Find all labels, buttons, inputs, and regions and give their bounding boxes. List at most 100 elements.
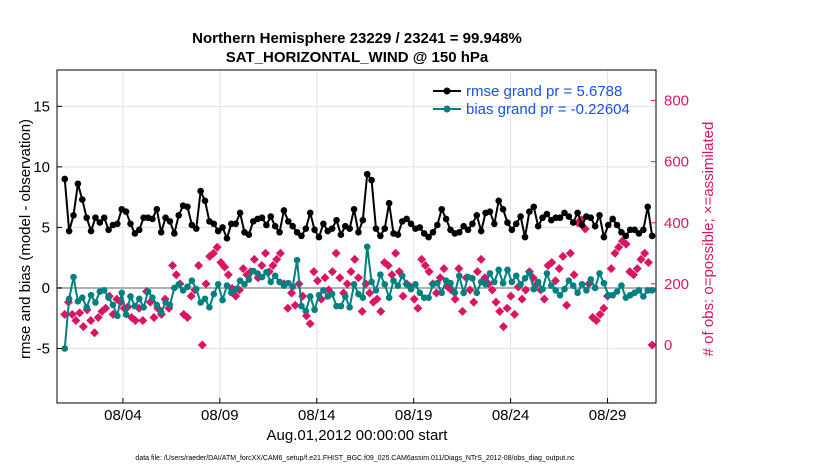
y-right-tick-label: 800 — [664, 93, 689, 110]
rmse-point — [591, 222, 599, 230]
rmse-line — [63, 171, 654, 242]
bias-point — [289, 283, 296, 291]
legend-rmse-label: rmse grand pr = 5.6788 — [466, 83, 622, 100]
obs-point — [208, 248, 218, 258]
rmse-point — [442, 215, 450, 223]
rmse-point — [171, 230, 178, 237]
bias-point — [188, 277, 196, 284]
rmse-point — [618, 228, 625, 236]
obs-point — [272, 254, 282, 264]
bias-point — [201, 295, 209, 303]
bias-point — [153, 301, 161, 309]
rmse-point — [298, 232, 305, 240]
obs-point — [86, 316, 96, 326]
bias-point — [157, 308, 165, 316]
bias-point — [486, 270, 494, 277]
obs-point — [640, 248, 650, 258]
rmse-point — [539, 214, 546, 222]
rmse-point — [596, 212, 603, 219]
bias-point — [508, 278, 516, 286]
rmse-point — [508, 226, 516, 234]
rmse-point — [403, 215, 410, 223]
rmse-point — [96, 219, 104, 226]
obs-point — [614, 242, 624, 252]
bias-point — [83, 304, 90, 311]
bias-point — [434, 279, 441, 287]
obs-point — [450, 294, 460, 304]
bias-point — [385, 294, 393, 301]
rmse-point — [407, 220, 415, 228]
rmse-point — [526, 208, 533, 215]
rmse-point — [285, 218, 292, 225]
rmse-point — [105, 226, 112, 234]
bias-point — [473, 289, 481, 297]
obs-point — [257, 261, 267, 271]
bias-point — [65, 295, 73, 303]
bias-point — [258, 273, 266, 281]
bias-point — [407, 285, 415, 293]
obs-point — [476, 254, 486, 264]
rmse-point — [534, 222, 542, 230]
bias-point — [447, 279, 454, 287]
obs-point — [186, 291, 196, 301]
obs-point — [383, 261, 393, 271]
footnote: data file: /Users/raeder/DAI/ATM_forcXX/… — [135, 455, 575, 462]
obs-point — [335, 273, 345, 283]
obs-point — [547, 257, 557, 267]
x-tick-label: 08/09 — [201, 407, 239, 424]
rmse-point — [197, 187, 204, 195]
rmse-point — [320, 220, 327, 228]
obs-point — [458, 306, 468, 316]
rmse-point — [578, 221, 586, 229]
obs-point — [621, 239, 631, 249]
obs-point — [212, 242, 222, 252]
chart-title-line1: Northern Hemisphere 23229 / 23241 = 99.9… — [192, 30, 522, 47]
bias-point — [416, 289, 424, 297]
obs-point — [130, 316, 140, 326]
rmse-point — [232, 220, 240, 228]
bias-point — [438, 289, 446, 297]
bias-point — [543, 270, 551, 277]
bias-point — [583, 287, 590, 294]
obs-point — [409, 294, 419, 304]
rmse-point — [263, 221, 270, 229]
y-right-tick-label: 0 — [664, 337, 672, 354]
obs-point — [372, 294, 382, 304]
obs-point — [495, 306, 505, 316]
bias-point — [285, 279, 292, 287]
rmse-point — [311, 226, 318, 234]
bias-point — [403, 281, 410, 288]
bias-point — [530, 285, 538, 293]
obs-point — [287, 288, 297, 298]
bias-point — [600, 279, 608, 287]
rmse-point — [359, 216, 367, 224]
rmse-point — [648, 232, 656, 240]
rmse-point — [315, 233, 323, 241]
rmse-point — [363, 170, 371, 178]
bias-point — [100, 287, 108, 294]
obs-point — [357, 306, 367, 316]
bias-point — [267, 278, 275, 286]
bias-point — [394, 282, 402, 289]
rmse-point — [333, 216, 340, 224]
rmse-point — [83, 214, 90, 222]
legend-rmse-marker — [443, 87, 451, 95]
bias-point — [127, 293, 134, 300]
obs-point — [89, 328, 99, 338]
obs-point — [283, 303, 293, 313]
bias-point — [298, 302, 305, 310]
bias-point — [135, 295, 143, 303]
x-tick-label: 08/04 — [104, 407, 142, 424]
obs-point — [201, 279, 211, 289]
rmse-point — [644, 203, 652, 211]
bias-point — [491, 278, 498, 286]
rmse-point — [162, 214, 169, 222]
obs-point — [606, 264, 616, 274]
obs-point — [350, 254, 360, 264]
obs-point — [502, 303, 512, 313]
rmse-point — [464, 226, 472, 234]
obs-point — [420, 261, 430, 271]
bias-point — [381, 281, 389, 288]
bias-point — [70, 273, 77, 281]
